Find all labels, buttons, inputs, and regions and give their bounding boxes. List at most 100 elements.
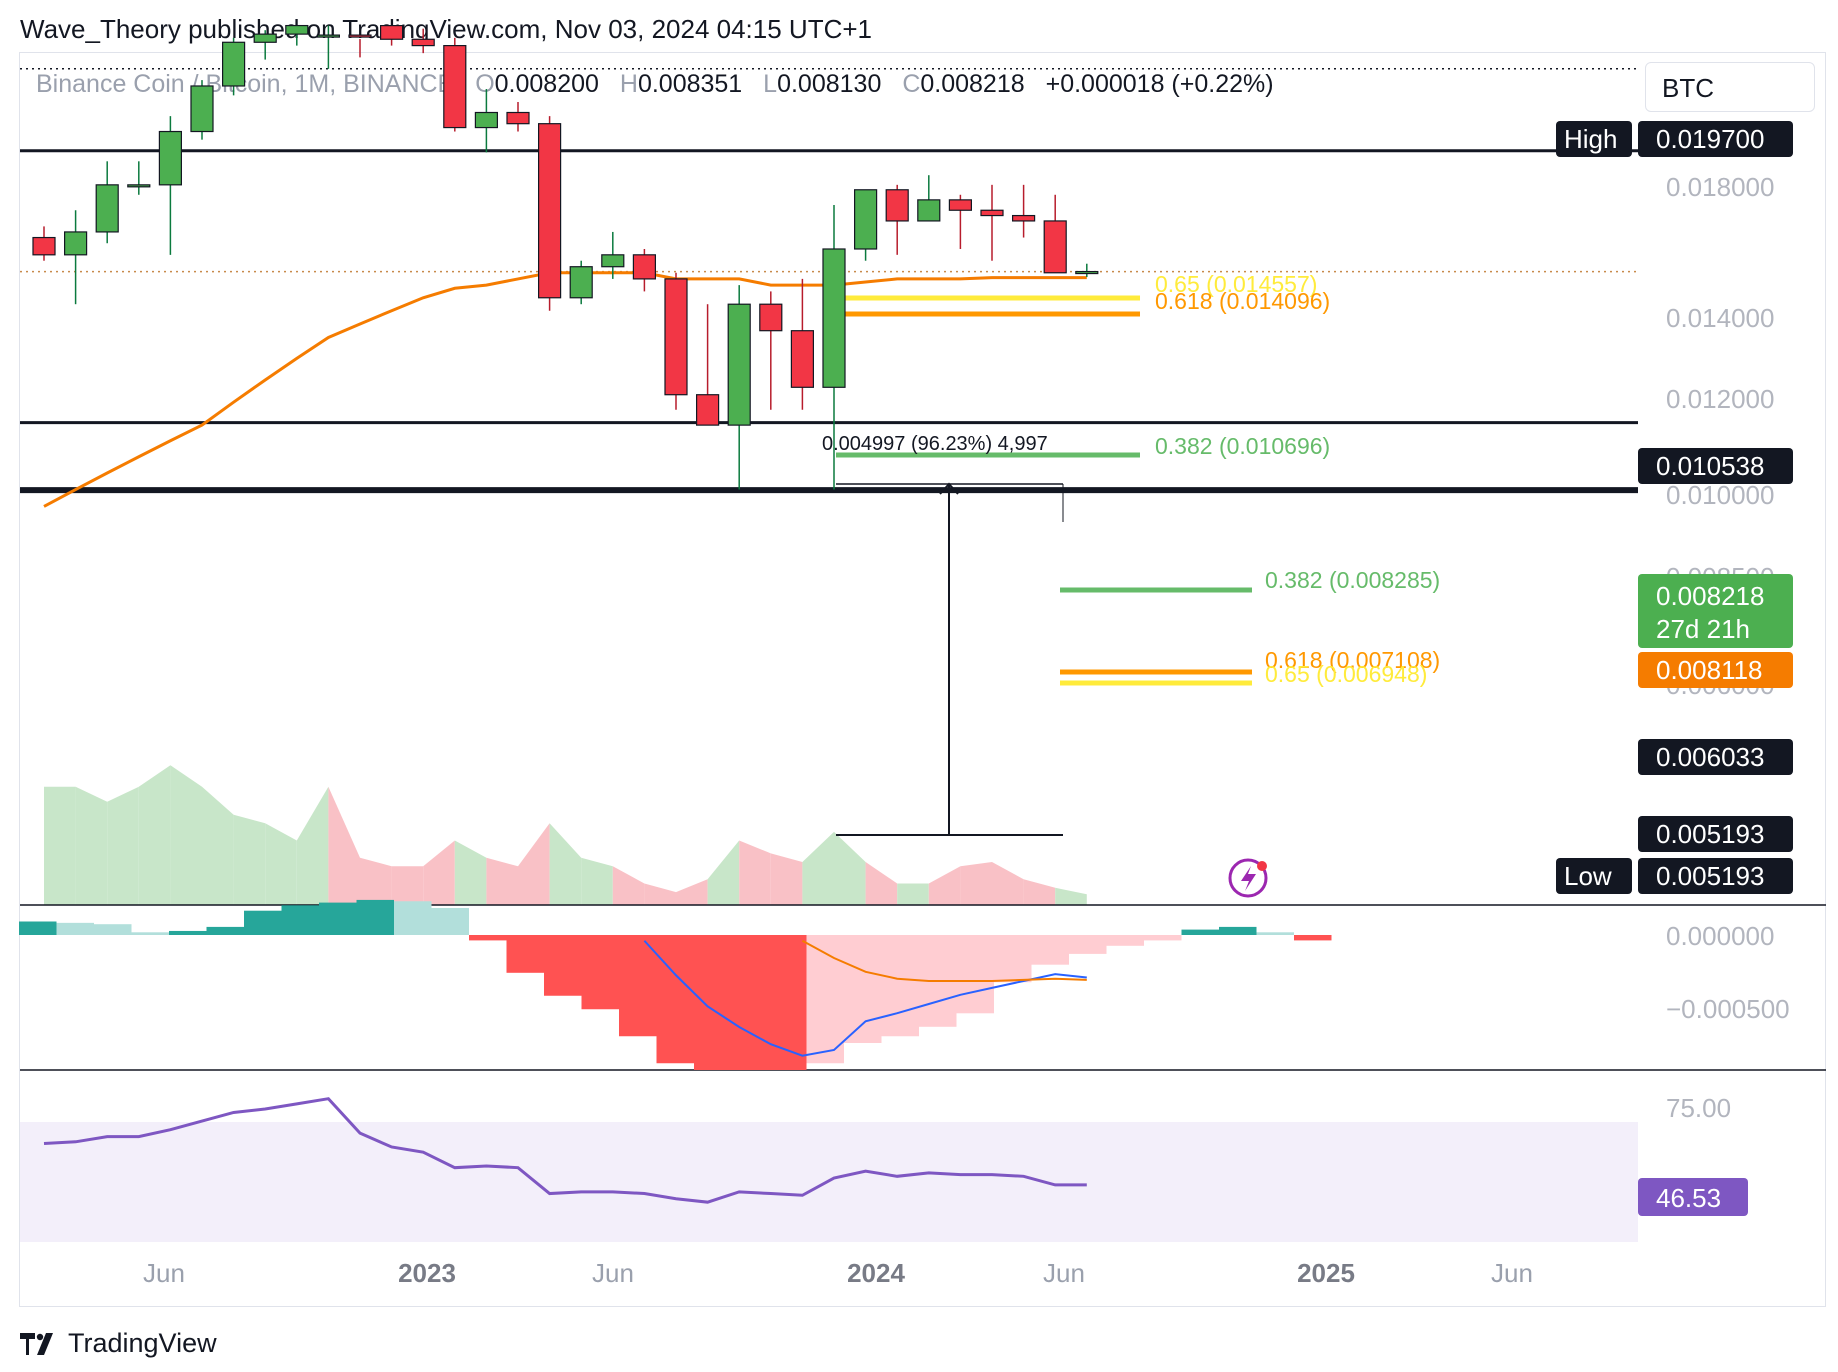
candle-body: [980, 209, 1004, 217]
fib-lower-label: 0.65 (0.006948): [1265, 661, 1427, 687]
macd-histogram-bar: [1256, 932, 1294, 935]
volume-area: [802, 831, 834, 905]
footer-brand[interactable]: TradingView: [20, 1328, 217, 1359]
price-axis-tick: 0.010000: [1666, 480, 1774, 510]
level-value-text: 0.006033: [1656, 742, 1764, 772]
candle-body: [222, 41, 246, 87]
chart-frame: [19, 52, 1826, 1307]
change-value: +0.000018 (+0.22%): [1045, 70, 1274, 98]
volume-area: [170, 765, 202, 905]
time-axis-tick: 2025: [1297, 1258, 1355, 1288]
candle-body: [411, 38, 435, 47]
candle-body: [537, 123, 562, 299]
signal-line: [801, 939, 1087, 982]
macd-histogram-bar: [356, 899, 394, 935]
price-axis-tick: 0.018000: [1666, 172, 1774, 202]
volume-area: [328, 786, 360, 905]
candle-body: [285, 24, 309, 35]
volume-area: [897, 883, 929, 905]
last-price-box: [1638, 574, 1793, 648]
open-value: 0.008200: [494, 70, 599, 98]
candle-body: [727, 303, 751, 426]
volume-area: [75, 786, 108, 905]
volume-area: [423, 840, 455, 905]
macd-histogram-bar: [881, 935, 919, 1037]
candle-body: [948, 199, 973, 211]
level-name-text: High: [1564, 124, 1617, 154]
fib-upper-label: 0.382 (0.010696): [1155, 433, 1330, 459]
volume-area: [770, 853, 803, 905]
macd-histogram-bar: [1069, 935, 1107, 954]
level-name-text: Low: [1564, 861, 1612, 891]
macd-histogram-bar: [131, 932, 169, 935]
candle-body: [474, 111, 498, 129]
volume-area: [928, 866, 961, 905]
candle-body: [316, 34, 340, 38]
time-axis-tick: Jun: [143, 1258, 185, 1288]
macd-histogram-bar: [506, 935, 544, 973]
volume-area: [581, 857, 613, 905]
candle-body: [158, 130, 182, 186]
fib-lower-label: 0.382 (0.008285): [1265, 567, 1440, 593]
volume-area: [454, 840, 487, 905]
volume-area: [1055, 887, 1087, 905]
volume-area: [960, 862, 992, 905]
time-axis-tick: Jun: [1043, 1258, 1085, 1288]
volume-area: [44, 786, 76, 905]
macd-histogram-bar: [619, 935, 657, 1037]
volume-area: [707, 840, 740, 905]
candle-body: [695, 394, 720, 426]
rsi-line: [43, 1097, 1087, 1204]
macd-histogram-bar: [731, 935, 769, 1070]
macd-histogram-bar: [19, 921, 57, 935]
candle-body: [348, 34, 372, 38]
time-axis-tick: Jun: [1491, 1258, 1533, 1288]
volume-area: [612, 866, 645, 905]
volume-area: [391, 866, 424, 905]
currency-selector[interactable]: BTC: [1645, 62, 1815, 112]
macd-axis-tick: −0.000500: [1666, 994, 1790, 1024]
rsi-value-box: [1638, 1178, 1748, 1216]
high-key: H: [619, 70, 638, 98]
low-key: L: [763, 70, 778, 98]
candle-body: [759, 303, 783, 332]
macd-histogram-bar: [169, 930, 207, 935]
volume-area: [739, 840, 771, 905]
volume-area: [992, 862, 1024, 905]
candle-body: [885, 189, 909, 222]
level-value-text: 0.019700: [1656, 124, 1764, 154]
close-key: C: [902, 70, 921, 98]
level-value-text: 0.005193: [1656, 861, 1764, 891]
macd-histogram-bar: [656, 935, 694, 1064]
volume-area: [1023, 879, 1056, 905]
macd-histogram-bar: [694, 935, 732, 1070]
rsi-value-text: 46.53: [1656, 1183, 1721, 1213]
tradingview-logo-icon: [20, 1332, 53, 1355]
macd-histogram-bar: [206, 926, 244, 935]
volume-area: [265, 823, 297, 905]
macd-histogram-bar: [769, 935, 807, 1070]
level-value-box: [1638, 121, 1793, 157]
volume-area: [360, 857, 392, 905]
price-axis-tick: 0.012000: [1666, 384, 1774, 414]
macd-histogram-bar: [1031, 935, 1069, 965]
candle-body: [127, 184, 151, 188]
candle-body: [853, 189, 878, 250]
volume-area: [202, 786, 234, 905]
macd-histogram-bar: [319, 902, 357, 935]
fib-lower-label: 0.618 (0.007108): [1265, 647, 1440, 673]
macd-histogram-bar: [581, 935, 619, 1010]
time-axis-tick: 2023: [398, 1258, 456, 1288]
candle-body: [63, 231, 88, 256]
macd-histogram-bar: [431, 908, 469, 935]
level-value-box: [1638, 858, 1793, 894]
volume-area: [834, 831, 866, 905]
time-axis-tick: Jun: [592, 1258, 634, 1288]
candle-body: [1075, 270, 1099, 275]
alert-dot-icon: [1257, 861, 1267, 871]
fib-upper-label: 0.618 (0.014096): [1155, 288, 1330, 314]
rsi-axis-tick: 75.00: [1666, 1093, 1731, 1123]
macd-histogram-bar: [1219, 926, 1257, 935]
ema-line: [43, 271, 1087, 508]
